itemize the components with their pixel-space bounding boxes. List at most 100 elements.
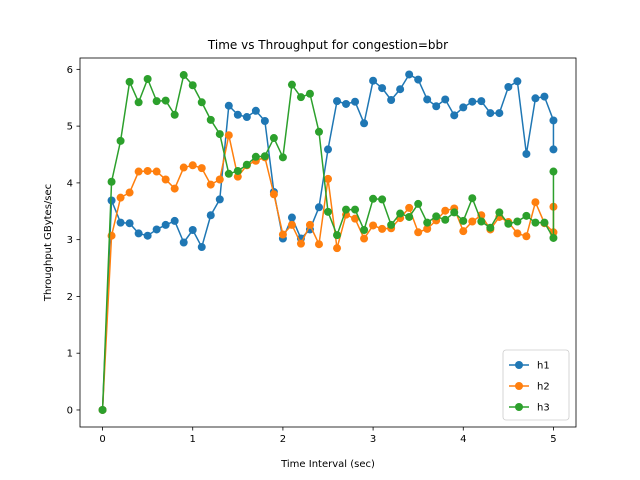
data-point-h1 [197, 243, 206, 252]
data-point-h3 [251, 152, 260, 161]
data-point-h3 [179, 71, 188, 80]
data-point-h1 [432, 102, 441, 111]
data-point-h1 [468, 97, 477, 106]
data-point-h1 [405, 70, 414, 79]
data-point-h3 [152, 97, 161, 106]
data-point-h3 [405, 212, 414, 221]
legend-label: h1 [537, 361, 550, 372]
data-point-h1 [549, 145, 558, 154]
series-line-h1 [101, 73, 555, 411]
data-point-h3 [549, 233, 558, 242]
data-point-h3 [369, 194, 378, 203]
data-point-h2 [197, 164, 206, 173]
data-point-h1 [324, 145, 332, 154]
data-point-h1 [233, 110, 242, 119]
data-point-h2 [513, 229, 522, 238]
data-point-h1 [206, 211, 215, 220]
data-point-h1 [161, 220, 170, 229]
legend-label: h3 [537, 403, 550, 414]
data-point-h3 [278, 153, 287, 162]
data-point-h1 [477, 97, 486, 106]
x-tick-label: 3 [370, 434, 376, 445]
data-point-h3 [540, 218, 549, 227]
data-point-h2 [314, 240, 323, 249]
data-point-h3 [242, 160, 251, 169]
data-point-h3 [333, 231, 342, 240]
data-point-h1 [342, 99, 351, 108]
data-point-h3 [296, 93, 305, 102]
data-point-h3 [549, 167, 558, 176]
data-point-h2 [161, 175, 170, 184]
data-point-h1 [504, 82, 513, 91]
legend-marker [515, 361, 523, 369]
x-tick-label: 0 [99, 434, 105, 445]
data-point-h1 [549, 116, 558, 125]
series-h3 [98, 71, 558, 414]
data-point-h3 [305, 89, 314, 98]
x-tick-label: 2 [280, 434, 286, 445]
y-tick-label: 4 [67, 178, 73, 189]
data-point-h2 [233, 172, 242, 181]
plot-frame [79, 57, 577, 428]
data-point-h2 [369, 221, 378, 230]
data-point-h1 [314, 203, 323, 212]
data-point-h1 [396, 85, 405, 94]
data-point-h2 [188, 161, 197, 170]
data-point-h2 [441, 206, 450, 215]
data-point-h2 [305, 220, 314, 229]
x-tick-label: 5 [550, 434, 556, 445]
data-point-h1 [486, 109, 495, 118]
data-point-h1 [224, 101, 233, 110]
data-point-h1 [441, 95, 450, 104]
y-tick-label: 0 [67, 405, 73, 416]
data-point-h3 [260, 152, 269, 161]
data-point-h1 [152, 225, 161, 234]
x-axis-label: Time Interval (sec) [280, 459, 375, 470]
data-point-h3 [107, 177, 116, 186]
x-axis: 0 1 2 3 4 5 [99, 427, 557, 445]
plot-area [98, 70, 558, 414]
data-point-h3 [143, 75, 152, 83]
data-point-h3 [342, 205, 351, 214]
data-point-h1 [333, 97, 342, 106]
data-point-h1 [170, 216, 179, 225]
x-tick-label: 4 [460, 434, 466, 445]
data-point-h2 [378, 224, 387, 233]
data-point-h3 [522, 211, 531, 220]
data-point-h1 [387, 96, 396, 105]
data-point-h3 [197, 98, 206, 107]
data-point-h3 [414, 199, 423, 208]
data-point-h3 [450, 208, 459, 217]
data-point-h3 [486, 223, 495, 232]
y-tick-label: 3 [67, 235, 73, 246]
legend: h1 h2 h3 [502, 349, 570, 421]
data-point-h1 [116, 218, 125, 227]
series-line-h2 [101, 134, 555, 411]
data-point-h2 [125, 188, 134, 197]
data-point-h2 [459, 227, 468, 236]
data-point-h1 [351, 97, 360, 106]
data-point-h1 [378, 84, 387, 93]
y-tick-label: 5 [67, 122, 73, 133]
data-point-h3 [432, 212, 441, 221]
y-axis-label: Throughput GBytes/sec [43, 184, 54, 302]
data-point-h3 [324, 207, 332, 216]
legend-marker [515, 403, 523, 411]
data-point-h2 [414, 228, 423, 237]
legend-item-h1: h1 [509, 361, 550, 372]
data-point-h2 [333, 244, 342, 253]
data-point-h2 [269, 190, 278, 199]
chart-title: Time vs Throughput for congestion=bbr [207, 38, 448, 52]
data-point-h1 [495, 109, 504, 118]
data-point-h3 [423, 218, 432, 227]
data-point-h2 [287, 220, 296, 229]
data-point-h3 [98, 405, 107, 414]
data-point-h2 [324, 174, 332, 183]
data-point-h2 [278, 230, 287, 239]
data-point-h1 [125, 219, 134, 228]
data-point-h2 [405, 203, 414, 212]
data-point-h2 [134, 167, 143, 176]
data-point-h1 [450, 111, 459, 120]
x-tick-label: 1 [190, 434, 196, 445]
